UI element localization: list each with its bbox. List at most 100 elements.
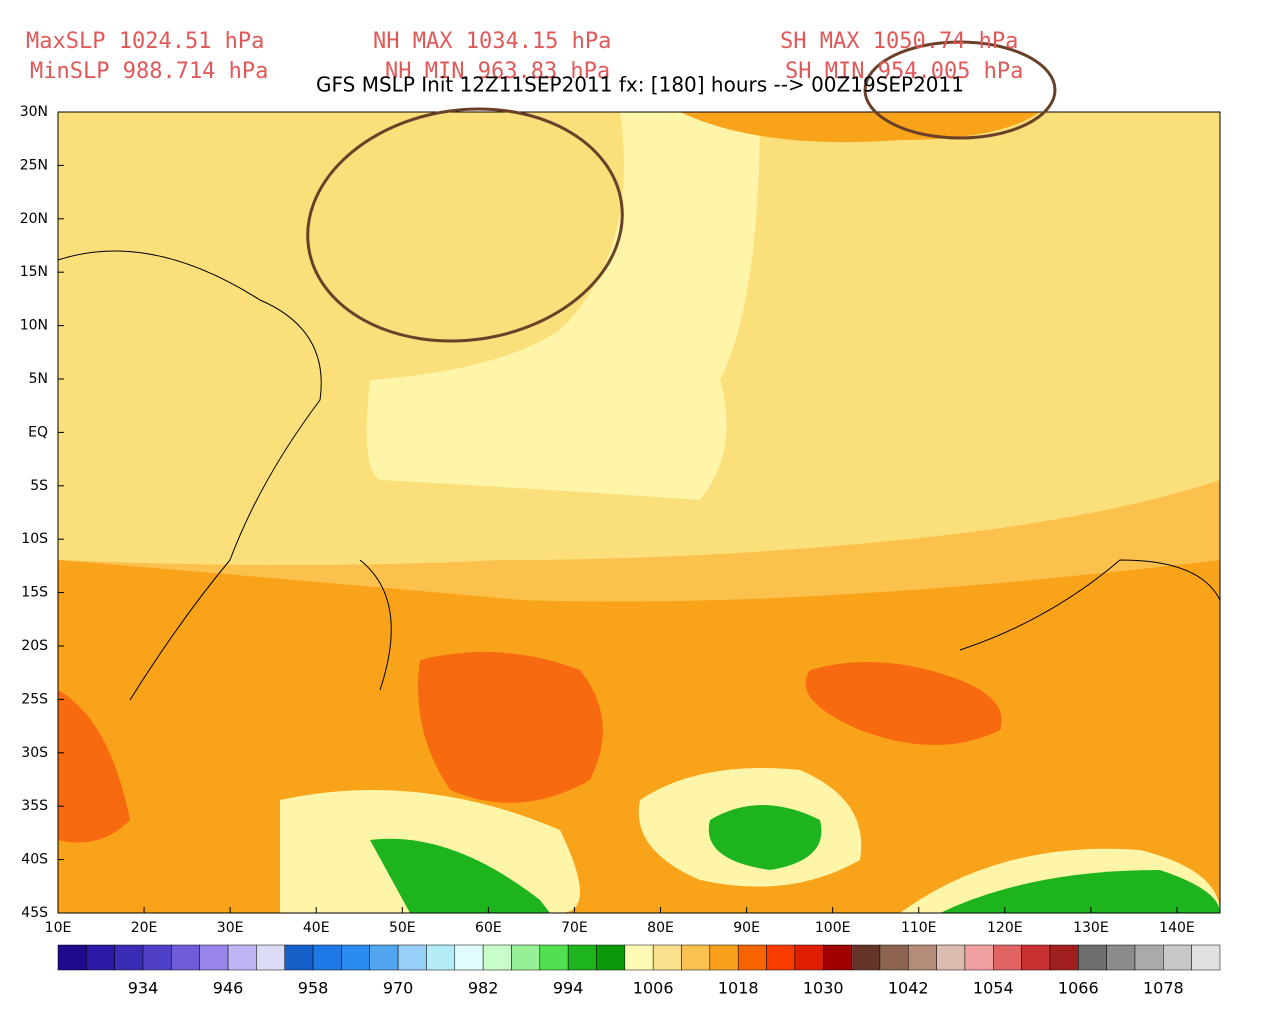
colorbar-box [851, 944, 881, 971]
colorbar-label: 1078 [1143, 979, 1184, 998]
colorbar-box [766, 944, 796, 971]
colorbar-label: 970 [383, 979, 414, 998]
colorbar-box [57, 944, 87, 971]
lat-label: 45S [21, 905, 48, 921]
highlight-circle [863, 40, 1057, 140]
stat-label: MinSLP 988.714 hPa [30, 59, 268, 84]
colorbar-box [907, 944, 937, 971]
colorbar-box [171, 944, 200, 971]
lat-label: 30S [21, 745, 48, 761]
map [57, 40, 1221, 914]
title: GFS MSLP Init 12Z11SEP2011 fx: [180] hou… [316, 73, 964, 97]
lon-label: 10E [45, 920, 72, 936]
colorbar-box [454, 944, 484, 971]
lon-label: 80E [647, 920, 674, 936]
lon-label: 30E [217, 920, 244, 936]
map-frame [57, 111, 1221, 914]
colorbar-box [369, 944, 399, 971]
colorbar-box [936, 944, 966, 971]
colorbar-label: 1030 [803, 979, 844, 998]
lon-label: 90E [733, 920, 760, 936]
stat-label: NH MIN 963.83 hPa [385, 59, 610, 84]
highlight-circle [306, 107, 624, 343]
lat-label: 10S [21, 531, 48, 547]
colorbar-box [822, 944, 852, 971]
colorbar-box [596, 944, 626, 971]
low-cell [708, 805, 822, 870]
stat-label: NH MAX 1034.15 hPa [373, 29, 611, 54]
colorbar-box [86, 944, 115, 971]
colorbar-label: 982 [468, 979, 499, 998]
colorbar-box [737, 944, 767, 971]
colorbar-box [794, 944, 824, 971]
colorbar-box [964, 944, 994, 971]
lon-label: 50E [389, 920, 416, 936]
lon-label: 110E [901, 920, 937, 936]
colorbar-box [652, 944, 682, 971]
colorbar-box [1049, 944, 1079, 971]
colorbar-box [482, 944, 512, 971]
lat-label: 15S [21, 585, 48, 601]
lat-label: 15N [20, 264, 48, 280]
stat-label: MaxSLP 1024.51 hPa [26, 29, 264, 54]
colorbar-label: 958 [298, 979, 329, 998]
colorbar-box [993, 944, 1022, 971]
colorbar-box [397, 944, 427, 971]
colorbar-label: 1042 [888, 979, 929, 998]
colorbar-box [142, 944, 172, 971]
colorbar-label: 1006 [633, 979, 674, 998]
lat-label: 40S [21, 852, 48, 868]
high-cell [58, 690, 130, 843]
lat-label: 20N [20, 211, 48, 227]
high-cell [418, 652, 603, 803]
lat-label: 20S [21, 638, 48, 654]
lat-label: 35S [21, 798, 48, 814]
colorbar-box [341, 944, 371, 971]
low-region [370, 838, 550, 913]
lat-label: 10N [20, 318, 48, 334]
colorbar-box [114, 944, 144, 971]
colorbar-box [624, 944, 654, 971]
colorbar-box [567, 944, 597, 971]
lat-label: 25S [21, 691, 48, 707]
colorbar-label: 934 [128, 979, 159, 998]
colorbar-box [256, 944, 285, 971]
colorbar-label: 1054 [973, 979, 1014, 998]
lon-label: 60E [475, 920, 502, 936]
colorbar-box [511, 944, 541, 971]
lat-label: 25N [20, 157, 48, 173]
colorbar-box [1191, 944, 1221, 971]
colorbar-box [1163, 944, 1192, 971]
colorbar-box [1134, 944, 1164, 971]
lat-label: 5S [30, 478, 48, 494]
colorbar-box [227, 944, 257, 971]
colorbar-box [1078, 944, 1107, 971]
lon-label: 130E [1073, 920, 1109, 936]
colorbar-box [879, 944, 909, 971]
low-cell [940, 870, 1220, 913]
colorbar-box [1106, 944, 1136, 971]
colorbar-box [284, 944, 314, 971]
colorbar-label: 1018 [718, 979, 759, 998]
lon-label: 100E [815, 920, 851, 936]
coastline [57, 250, 1221, 701]
colorbar-box [426, 944, 456, 971]
high-cell [805, 662, 1002, 745]
high-cell [680, 112, 1040, 143]
stat-label: SH MAX 1050.74 hPa [780, 29, 1018, 54]
lon-label: 70E [561, 920, 588, 936]
colorbar-label: 994 [553, 979, 584, 998]
light-region [300, 112, 760, 500]
lat-label: 30N [20, 104, 48, 120]
colorbar-box [199, 944, 229, 971]
colorbar-label: 1066 [1058, 979, 1099, 998]
lon-label: 120E [987, 920, 1023, 936]
colorbar-box [539, 944, 569, 971]
colorbar-box [312, 944, 342, 971]
colorbar-box [1021, 944, 1051, 971]
lon-label: 40E [303, 920, 330, 936]
lon-label: 20E [131, 920, 158, 936]
lon-label: 140E [1159, 920, 1195, 936]
colorbar-label: 946 [213, 979, 244, 998]
